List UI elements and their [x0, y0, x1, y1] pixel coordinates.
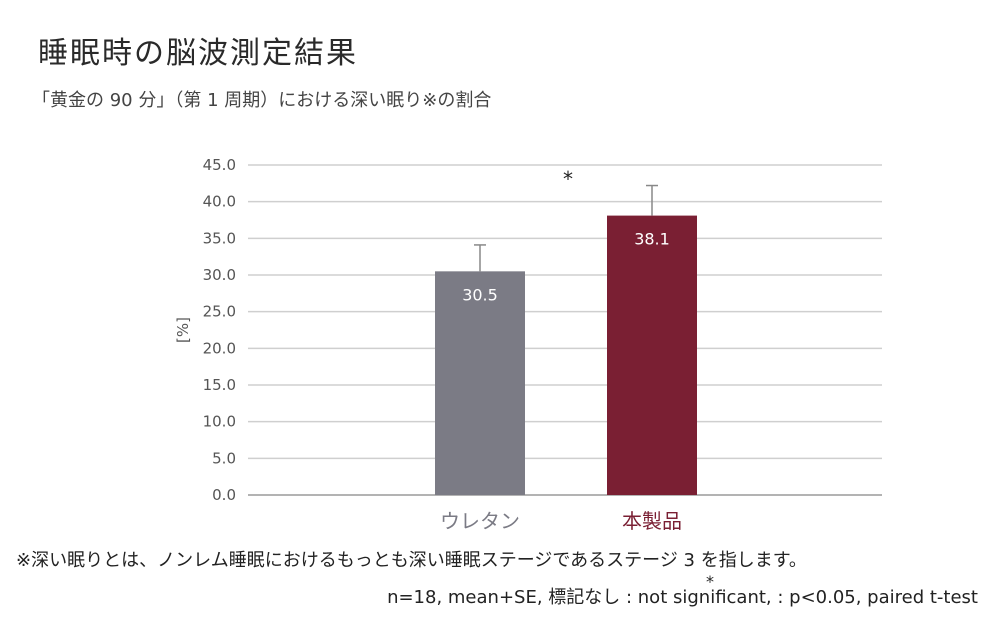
significance-marker: *: [563, 167, 573, 191]
y-tick-label: 15.0: [203, 376, 236, 394]
bar: [435, 271, 525, 495]
y-axis-label: [%]: [174, 317, 192, 343]
category-label: 本製品: [622, 509, 682, 533]
data-label: 30.5: [462, 285, 498, 304]
y-tick-label: 0.0: [212, 486, 236, 504]
y-tick-label: 25.0: [203, 303, 236, 321]
y-tick-label: 40.0: [203, 193, 236, 211]
category-label: ウレタン: [440, 509, 520, 533]
bar-chart: 0.0 5.0 10.0 15.0 20.0 25.0 30.0 35.0 40.0 45.0 […: [174, 156, 882, 533]
gridlines: [248, 164, 882, 496]
y-tick-labels: 0.0 5.0 10.0 15.0 20.0 25.0 30.0 35.0 40.0 45.0: [203, 156, 236, 504]
stats-note: n=18, mean+SE, 標記なし : not significant, :…: [387, 583, 978, 609]
footnote: ※深い眠りとは、ノンレム睡眠におけるもっとも深い睡眠ステージであるステージ 3 …: [16, 550, 807, 571]
bar: [607, 215, 697, 495]
y-tick-label: 20.0: [203, 339, 236, 357]
category-labels: ウレタン 本製品: [440, 509, 682, 533]
stats-text: n=18, mean+SE, 標記なし : not significant, :…: [387, 587, 978, 608]
y-tick-label: 45.0: [203, 156, 236, 174]
stats-marker: *: [706, 572, 714, 591]
y-tick-label: 35.0: [203, 229, 236, 247]
chart-subtitle: 「黄金の 90 分」（第 1 周期）における深い眠り※の割合: [32, 90, 492, 111]
y-tick-label: 5.0: [212, 449, 236, 467]
y-tick-label: 30.0: [203, 266, 236, 284]
y-tick-label: 10.0: [203, 413, 236, 431]
data-label: 38.1: [634, 230, 670, 249]
bars: 30.5 38.1: [435, 184, 697, 495]
page-title: 睡眠時の脳波測定結果: [38, 36, 358, 71]
